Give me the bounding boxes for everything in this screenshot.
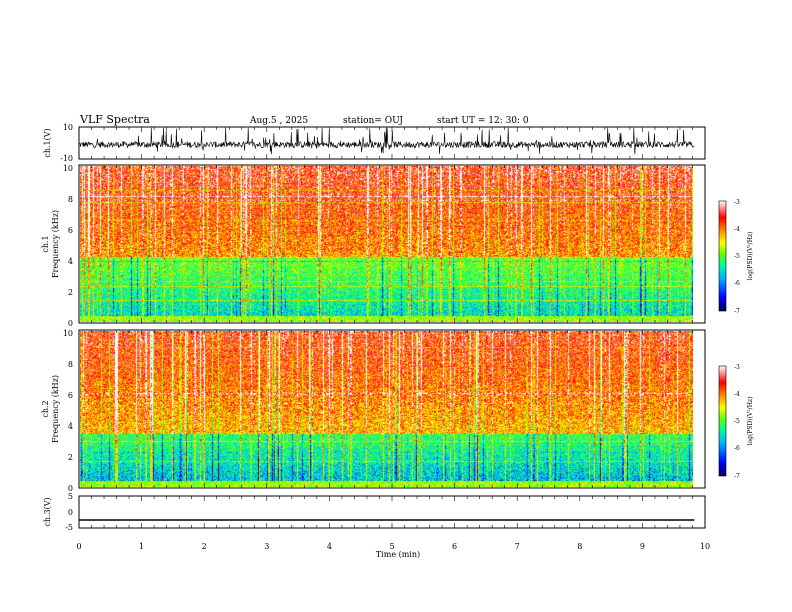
xtick-6: 6 — [452, 542, 457, 551]
cb2-tick-m4: -4 — [734, 391, 740, 398]
spec1-ytick-6: 6 — [68, 226, 73, 235]
spec1-ytick-8: 8 — [68, 195, 73, 204]
ch1-ytick-bottom: -10 — [60, 154, 73, 163]
cb1-tick-m3: -3 — [734, 199, 740, 206]
spec2-ytick-4: 4 — [68, 422, 73, 431]
cb2-tick-m6: -6 — [734, 445, 740, 452]
spec1-ytick-2: 2 — [68, 288, 73, 297]
xtick-1: 1 — [139, 542, 144, 551]
ch1-colorbar-bar — [718, 200, 727, 312]
spec1-ytick-0: 0 — [68, 319, 73, 328]
spec2-ytick-0: 0 — [68, 484, 73, 493]
spec2-ytick-2: 2 — [68, 453, 73, 462]
ch1-ylabel: ch.1(V) — [43, 128, 52, 157]
station-label: station= OUJ — [343, 116, 403, 126]
figure-title: VLF Spectra — [79, 113, 150, 126]
cb2-tick-m7: -7 — [734, 473, 740, 480]
spec2-ytick-10: 10 — [63, 329, 73, 338]
xtick-0: 0 — [76, 542, 81, 551]
ch3-ytick-0: 0 — [68, 508, 73, 517]
cb2-label: log(PSD)(V²/Hz) — [747, 397, 754, 446]
ch1-spectrogram-image — [80, 166, 693, 322]
spec1-ytick-4: 4 — [68, 257, 73, 266]
xtick-8: 8 — [577, 542, 582, 551]
ch1-ytick-top: 10 — [63, 123, 73, 132]
ch1-trace — [78, 127, 695, 155]
ch1-colorbar: -3 -4 -5 -6 -7 log(PSD)(V²/Hz) — [718, 199, 754, 315]
ch2-spectrogram-image — [80, 331, 693, 487]
xtick-4: 4 — [327, 542, 332, 551]
ch1-waveform-panel: 10 -10 ch.1(V) — [43, 123, 706, 163]
cb1-label: log(PSD)(V²/Hz) — [747, 232, 754, 281]
spec2-ylabel-channel: ch.2 — [41, 400, 50, 417]
spec1-ytick-10: 10 — [63, 164, 73, 173]
xtick-3: 3 — [264, 542, 269, 551]
xtick-9: 9 — [640, 542, 645, 551]
start-time-label: start UT = 12: 30: 0 — [437, 116, 529, 126]
ch1-spectrogram-panel: 10 6 4 2 0 8 ch.1 Frequency (kHz) — [41, 164, 706, 328]
cb2-tick-m5: -5 — [734, 418, 740, 425]
x-axis: 0 1 2 3 4 5 6 7 8 9 10 Time (min) — [76, 542, 710, 559]
ch3-waveform-panel: 5 0 -5 ch.3(V) — [43, 492, 706, 532]
cb1-tick-m4: -4 — [734, 226, 740, 233]
ch3-ylabel: ch.3(V) — [43, 497, 52, 526]
xtick-2: 2 — [202, 542, 207, 551]
xtick-5: 5 — [389, 542, 394, 551]
cb1-tick-m7: -7 — [734, 308, 740, 315]
ch3-ytick-5: 5 — [68, 492, 73, 501]
spec2-ytick-6: 6 — [68, 391, 73, 400]
spec2-ytick-8: 8 — [68, 360, 73, 369]
date-label: Aug.5 , 2025 — [249, 116, 308, 126]
cb1-tick-m6: -6 — [734, 280, 740, 287]
spec1-ylabel-frequency: Frequency (kHz) — [51, 210, 60, 278]
ch3-ytick-m5: -5 — [65, 523, 73, 532]
ch2-colorbar-bar — [718, 365, 727, 477]
cb2-tick-m3: -3 — [734, 364, 740, 371]
ch2-colorbar: -3 -4 -5 -6 -7 log(PSD)(V²/Hz) — [718, 364, 754, 480]
xtick-7: 7 — [515, 542, 520, 551]
spec1-ylabel-channel: ch.1 — [41, 235, 50, 252]
x-axis-label: Time (min) — [376, 550, 420, 559]
spec2-ylabel-frequency: Frequency (kHz) — [51, 375, 60, 443]
cb1-tick-m5: -5 — [734, 253, 740, 260]
ch2-spectrogram-panel: 10 8 6 4 2 0 ch.2 Frequency (kHz) — [41, 329, 706, 493]
xtick-10: 10 — [700, 542, 710, 551]
